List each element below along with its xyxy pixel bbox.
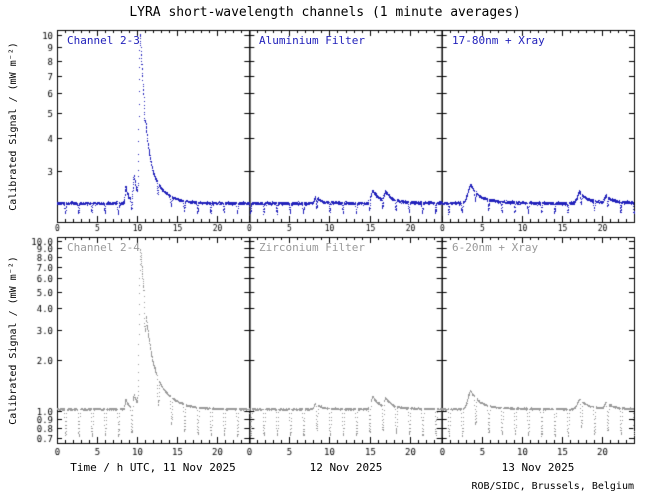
y-axis-label-top-wrap: Calibrated Signal / (mW m⁻²): [2, 30, 24, 222]
y-axis-label-row2: Calibrated Signal / (mW m⁻²): [7, 255, 19, 425]
y-axis-label-row1: Calibrated Signal / (mW m⁻²): [7, 41, 19, 211]
x-axis-label-day3: 13 Nov 2025: [501, 461, 575, 474]
panel-label-zirconium-filter: Zirconium Filter: [259, 241, 365, 254]
credit-text: ROB/SIDC, Brussels, Belgium: [471, 481, 634, 492]
panel-label-channel-2-4: Channel 2-4: [67, 241, 140, 254]
panel-label-aluminium-filter: Aluminium Filter: [259, 34, 365, 47]
panel-label-17-80nm-xray: 17-80nm + Xray: [452, 34, 545, 47]
x-axis-label-day2: 12 Nov 2025: [309, 461, 383, 474]
y-axis-label-bottom-wrap: Calibrated Signal / (mW m⁻²): [2, 237, 24, 443]
chart-title: LYRA short-wavelength channels (1 minute…: [129, 5, 521, 20]
x-axis-label-day1: Time / h UTC, 11 Nov 2025: [70, 461, 236, 474]
panel-label-6-20nm-xray: 6-20nm + Xray: [452, 241, 539, 254]
panel-label-channel-2-3: Channel 2-3: [67, 34, 140, 47]
